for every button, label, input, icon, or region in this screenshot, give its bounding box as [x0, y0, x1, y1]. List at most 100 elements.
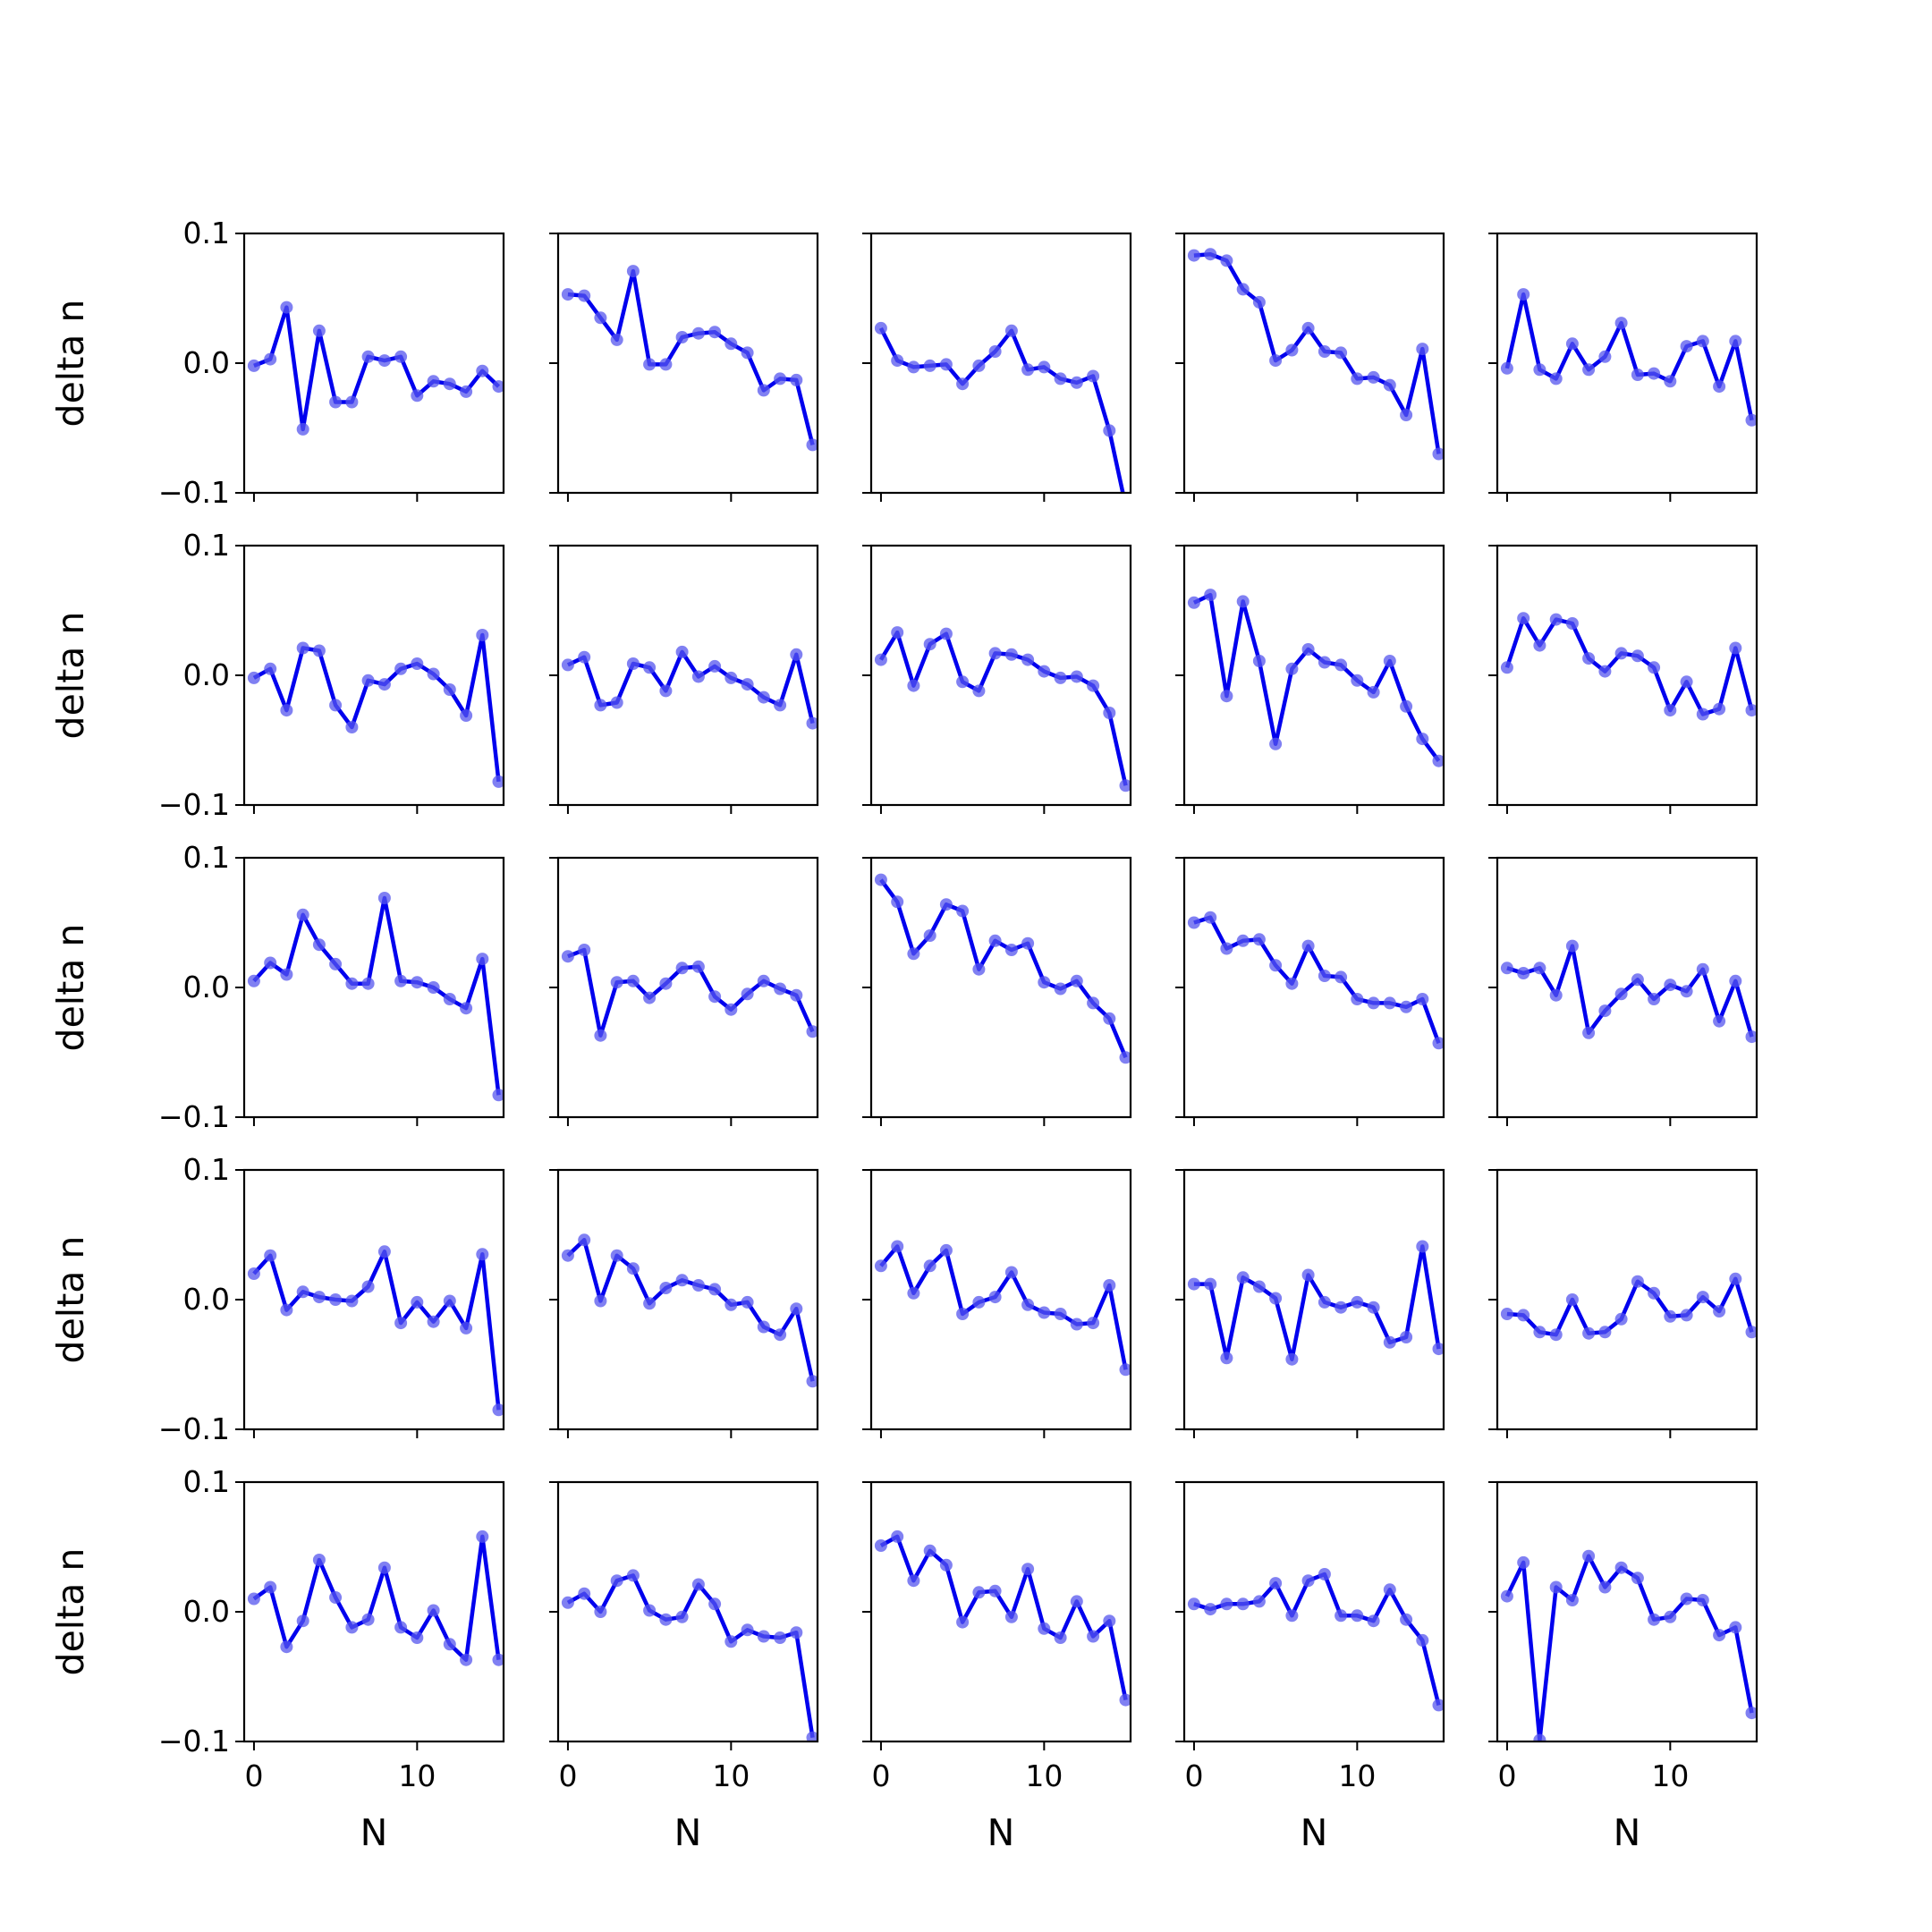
data-point: [377, 1245, 391, 1258]
data-point: [1367, 1301, 1380, 1314]
data-point: [443, 1638, 456, 1651]
data-point: [1318, 1568, 1331, 1580]
data-point: [443, 993, 456, 1005]
data-point: [1103, 424, 1116, 437]
data-point: [1038, 665, 1051, 678]
panel-1-4: [1175, 232, 1445, 502]
data-point: [1517, 612, 1530, 625]
plot-area: [247, 1245, 504, 1417]
plot-area: [1500, 1549, 1757, 1741]
data-point: [757, 1630, 770, 1643]
data-point: [1351, 1609, 1364, 1623]
data-point: [377, 892, 391, 904]
panel-4-4: [1175, 1168, 1445, 1438]
y-tick-label: 0.0: [183, 1594, 230, 1629]
data-point: [1269, 1577, 1283, 1590]
data-point: [561, 950, 574, 963]
data-point: [561, 1249, 574, 1262]
data-point: [1004, 324, 1018, 337]
data-point: [1664, 375, 1677, 388]
data-point: [394, 1621, 408, 1634]
data-point: [1087, 679, 1100, 692]
data-point: [345, 395, 359, 409]
data-point: [1252, 655, 1266, 667]
data-point: [790, 1626, 803, 1640]
plot-area: [1500, 612, 1757, 721]
data-point: [1252, 295, 1266, 309]
data-point: [460, 385, 473, 398]
data-point: [891, 626, 904, 640]
data-point: [923, 638, 936, 651]
data-point: [427, 375, 440, 388]
data-point: [1745, 704, 1757, 717]
data-point: [280, 1640, 293, 1654]
data-point: [247, 1267, 260, 1280]
data-point: [1565, 617, 1579, 630]
data-point: [1533, 639, 1546, 652]
data-point: [691, 326, 705, 340]
panel-1-3: [862, 232, 1132, 502]
data-point: [1285, 977, 1299, 990]
plot-area: [874, 1530, 1131, 1707]
data-point: [329, 1293, 343, 1306]
data-point: [1087, 1317, 1100, 1330]
plot-area: [561, 1233, 818, 1388]
data-point: [610, 1574, 623, 1588]
y-axis-label: delta n: [49, 1548, 92, 1676]
data-point: [806, 1731, 818, 1741]
series-line: [1506, 1276, 1754, 1337]
x-tick-label: 10: [398, 1758, 436, 1793]
data-point: [1021, 1298, 1035, 1311]
data-point: [988, 1291, 1002, 1304]
plot-area: [561, 265, 818, 452]
data-point: [345, 977, 359, 990]
data-point: [1614, 987, 1628, 1001]
data-point: [1367, 1614, 1380, 1628]
data-point: [741, 987, 754, 1001]
data-point: [741, 1623, 754, 1637]
data-point: [972, 1586, 986, 1599]
data-point: [610, 1249, 623, 1262]
panel-5-4: 0 10 N: [1175, 1480, 1445, 1854]
data-point: [891, 1240, 904, 1253]
data-point: [1500, 661, 1513, 674]
data-point: [1745, 413, 1757, 427]
data-point: [561, 1596, 574, 1609]
data-point: [578, 650, 591, 664]
y-tick-label: −0.1: [158, 475, 230, 510]
panel-5-3: 0 10 N: [862, 1480, 1132, 1854]
data-point: [1220, 1597, 1233, 1611]
data-point: [1119, 1363, 1131, 1377]
y-tick-label: 0.0: [183, 1282, 230, 1317]
data-point: [1400, 699, 1413, 713]
data-point: [1680, 1309, 1693, 1322]
data-point: [1432, 754, 1444, 767]
y-tick-label: −0.1: [158, 1099, 230, 1134]
data-point: [1335, 970, 1348, 984]
data-point: [1367, 685, 1380, 699]
data-point: [1598, 1580, 1612, 1594]
data-point: [1598, 350, 1612, 363]
data-point: [1383, 996, 1396, 1010]
data-point: [1696, 962, 1709, 976]
data-point: [806, 1025, 818, 1038]
data-point: [1729, 1272, 1742, 1285]
data-point: [1318, 345, 1331, 358]
data-point: [610, 696, 623, 709]
data-point: [1614, 317, 1628, 330]
panel-5-1: −0.1 0.0 0.1 0 10 delta n N: [49, 1464, 505, 1854]
data-point: [280, 1303, 293, 1317]
data-point: [1054, 671, 1067, 684]
series-line: [567, 947, 815, 1038]
data-point: [1582, 1026, 1596, 1039]
data-point: [1335, 346, 1348, 360]
data-point: [377, 354, 391, 368]
data-point: [1318, 970, 1331, 982]
data-point: [1533, 1326, 1546, 1339]
panel-4-3: [862, 1168, 1132, 1438]
data-point: [741, 346, 754, 360]
data-point: [594, 311, 607, 325]
data-point: [675, 1610, 689, 1623]
data-point: [1729, 641, 1742, 655]
x-tick-label: 0: [1497, 1758, 1516, 1793]
